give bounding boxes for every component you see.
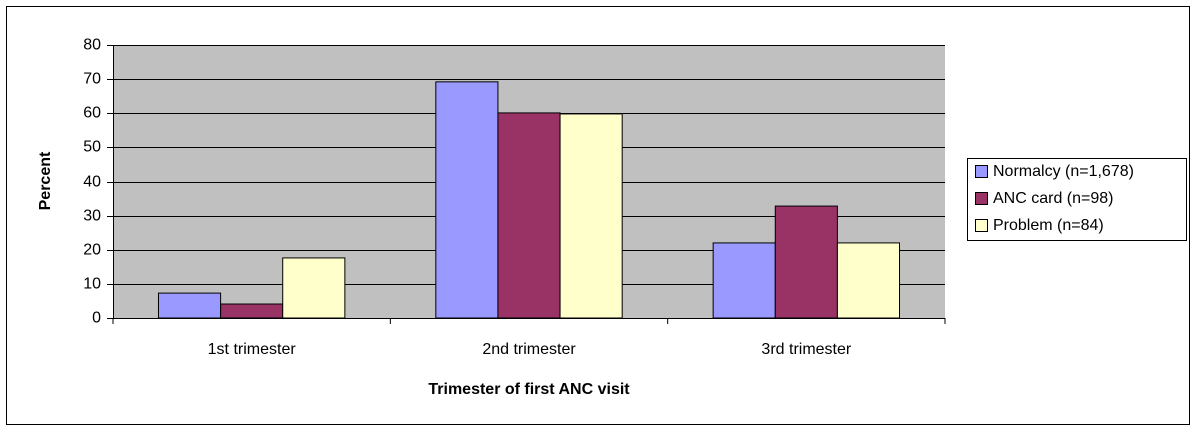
legend-swatch [975, 192, 988, 205]
x-tick-label: 2nd trimester [482, 341, 576, 358]
x-tick-label: 1st trimester [208, 341, 297, 358]
legend-label: Normalcy (n=1,678) [993, 163, 1134, 180]
y-tick-label: 30 [83, 208, 101, 225]
y-axis-label: Percent [37, 151, 54, 210]
legend-swatch [975, 165, 988, 178]
y-tick-label: 40 [83, 174, 101, 191]
bar [497, 112, 561, 319]
y-tick-label: 0 [92, 310, 101, 327]
y-tick-label: 50 [83, 139, 101, 156]
y-tick-label: 20 [83, 242, 101, 259]
bar [712, 242, 776, 319]
x-axis-label: Trimester of first ANC visit [428, 381, 630, 398]
y-tick-label: 60 [83, 105, 101, 122]
y-tick-label: 70 [83, 71, 101, 88]
x-tick-label: 3rd trimester [761, 341, 851, 358]
legend-swatch [975, 219, 988, 232]
y-tick-label: 10 [83, 276, 101, 293]
bar [774, 205, 838, 319]
bar [157, 292, 222, 319]
legend [967, 158, 1187, 241]
bar [220, 303, 284, 319]
bar [836, 242, 901, 319]
legend-label: ANC card (n=98) [993, 190, 1114, 207]
bar [435, 81, 499, 319]
y-tick-label: 80 [83, 37, 101, 54]
legend-label: Problem (n=84) [993, 217, 1104, 234]
bar [559, 113, 623, 319]
bar [282, 257, 346, 319]
